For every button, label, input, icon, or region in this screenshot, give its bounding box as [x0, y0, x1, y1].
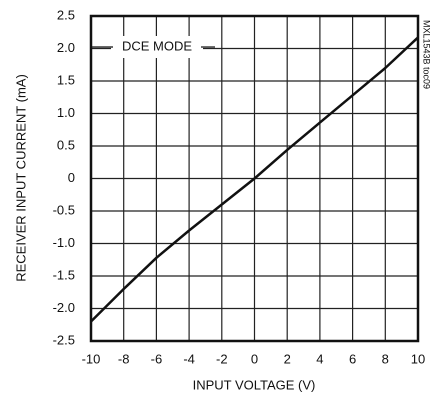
x-tick-label: 4: [316, 351, 323, 366]
y-tick-label: 0: [68, 170, 75, 185]
y-tick-label: -2.0: [53, 300, 75, 315]
x-axis-label: INPUT VOLTAGE (V): [193, 377, 316, 392]
x-tick-label: -2: [216, 351, 228, 366]
y-tick-label: -1.5: [53, 267, 75, 282]
x-tick-label: -8: [118, 351, 130, 366]
y-tick-label: 1.0: [57, 105, 75, 120]
data-line: [90, 36, 419, 323]
x-tick-label: -4: [183, 351, 195, 366]
x-tick-label: -10: [82, 351, 101, 366]
x-tick-label: -6: [151, 351, 163, 366]
x-tick-label: 8: [382, 351, 389, 366]
y-tick-label: -1.0: [53, 235, 75, 250]
annotation-box: [111, 36, 203, 58]
y-tick-label: 2.5: [57, 7, 75, 22]
x-tick-label: 10: [411, 351, 425, 366]
plot-frame: [89, 14, 420, 343]
x-tick-label: 6: [349, 351, 356, 366]
y-tick-label: -2.5: [53, 332, 75, 347]
annotation: DCE MODE: [122, 38, 192, 53]
y-tick-label: -0.5: [53, 202, 75, 217]
y-tick-label: 1.5: [57, 72, 75, 87]
y-tick-label: 2.0: [57, 40, 75, 55]
x-tick-label: 0: [251, 351, 258, 366]
x-tick-label: 2: [284, 351, 291, 366]
side-note: MXL1543B toc09: [422, 20, 431, 89]
y-tick-label: 0.5: [57, 137, 75, 152]
y-axis-label: RECEIVER INPUT CURRENT (mA): [13, 74, 28, 282]
